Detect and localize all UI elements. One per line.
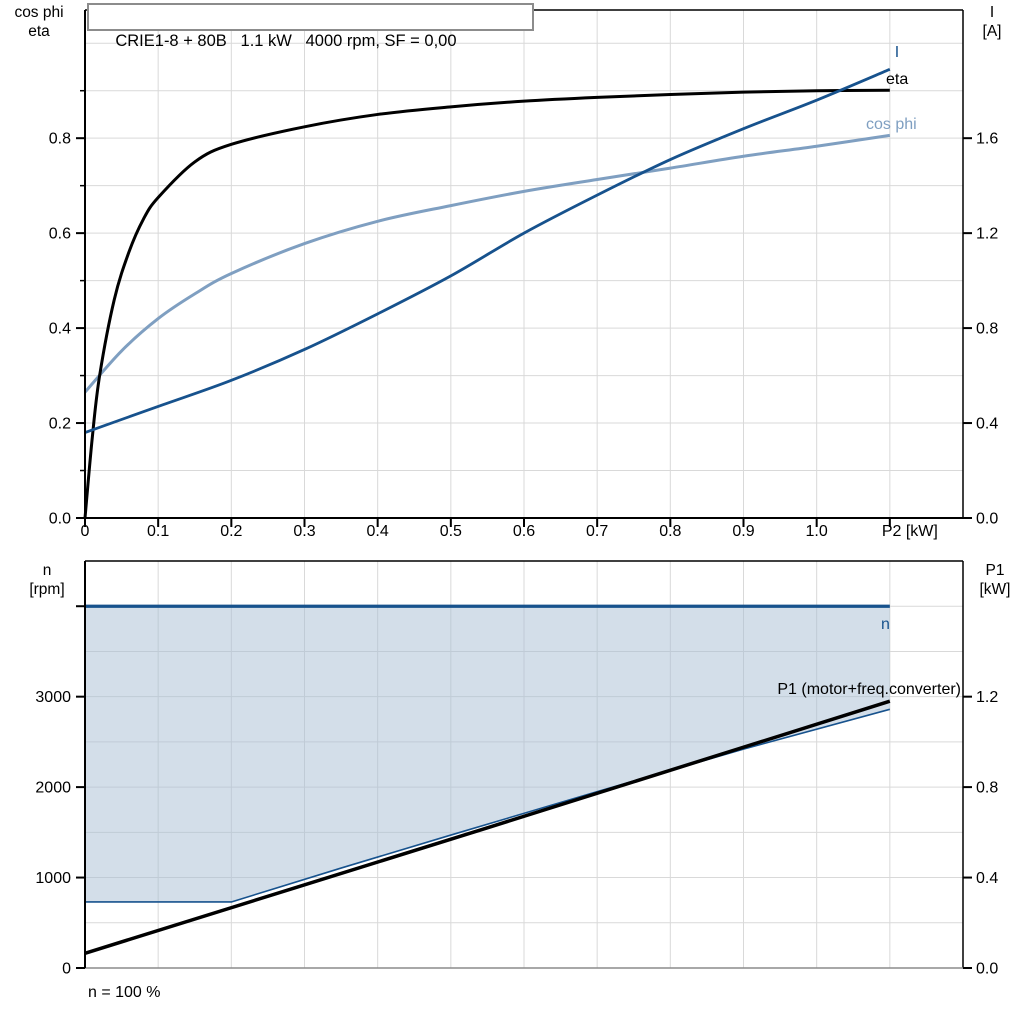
y-right-tick-label: 1.6 (976, 131, 998, 148)
y-right-tick-label: 0.4 (976, 870, 998, 887)
series-p1-label: P1 (motor+freq.converter) (777, 681, 961, 698)
axis-title-p1: P1 (985, 562, 1005, 579)
y-left-tick-label: 0.4 (49, 321, 71, 338)
x-axis-tick-label: 0.4 (367, 523, 389, 540)
y-left-tick-label: 1000 (35, 870, 71, 887)
y-right-tick-label: 0.0 (976, 961, 998, 978)
bottom-left-axis-title: n [rpm] (12, 561, 82, 599)
x-axis-tick-label: 0.8 (659, 523, 681, 540)
top-right-axis-title: I [A] (964, 3, 1020, 41)
series-eta-label: eta (886, 71, 908, 88)
power-chart: 0 0.1 0.2 0.3 0.4 0.5 0.6 0.7 0.8 0.9 1.0 P2 [kW] 0.… (49, 9, 998, 540)
series-n-min-curve (85, 708, 891, 903)
y-right-tick-label: 0.4 (976, 416, 998, 433)
y-left-tick-label: 3000 (35, 689, 71, 706)
axis-title-p1-unit: [kW] (979, 581, 1011, 598)
y-left-tick-label: 2000 (35, 780, 71, 797)
x-axis-tick-label: 0.6 (513, 523, 535, 540)
series-cos-phi-label: cos phi (866, 116, 917, 133)
series-cos-phi-curve (83, 133, 891, 394)
y-left-tick-label: 0.2 (49, 416, 71, 433)
speed-footnote: n = 100 % (88, 984, 161, 1001)
y-right-tick-label: 0.8 (976, 321, 998, 338)
series-current-curve (84, 68, 891, 434)
chart-title: CRIE1-8 + 80B 1.1 kW 4000 rpm, SF = 0,00 (115, 32, 457, 50)
speed-chart: 0 1000 2000 3000 0.0 0.4 0.8 1.2 n P1 (motor+freq… (35, 560, 998, 978)
x-axis-tick-label: 0.3 (293, 523, 315, 540)
bottom-right-axis-title: P1 [kW] (966, 561, 1024, 599)
axis-title-current: I (989, 4, 995, 21)
x-axis-tick-label: 0.9 (732, 523, 754, 540)
x-axis-tick-label: 0.7 (586, 523, 608, 540)
speed-range-band (85, 606, 890, 902)
series-p1-curve (84, 699, 891, 955)
x-axis-tick-label: 0 (81, 523, 90, 540)
y-right-tick-label: 1.2 (976, 226, 998, 243)
series-n-max-label: n (881, 616, 890, 633)
y-left-tick-label: 0.8 (49, 131, 71, 148)
y-left-tick-label: 0.6 (49, 226, 71, 243)
axis-title-speed-unit: [rpm] (29, 581, 65, 598)
x-axis-tick-label: 1.0 (806, 523, 828, 540)
axis-title-current-unit: [A] (982, 23, 1002, 40)
x-axis-tick-label: 0.2 (220, 523, 242, 540)
axis-title-eta: eta (28, 23, 50, 40)
x-axis-tick-label: 0.5 (440, 523, 462, 540)
y-left-tick-label: 0 (62, 961, 71, 978)
series-current-label: I (895, 44, 899, 61)
axis-title-speed: n (42, 562, 52, 579)
y-right-tick-label: 0.0 (976, 511, 998, 528)
y-left-tick-label: 0.0 (49, 511, 71, 528)
x-axis-tick-label: 0.1 (147, 523, 169, 540)
x-axis-unit-label: P2 [kW] (882, 523, 938, 540)
power-chart-grid (85, 10, 963, 518)
series-eta-curve (83, 88, 890, 519)
y-right-tick-label: 0.8 (976, 780, 998, 797)
axis-title-cos-phi: cos phi (14, 4, 64, 21)
y-right-tick-label: 1.2 (976, 689, 998, 706)
top-left-axis-title: cos phi eta (4, 3, 74, 41)
chart-title-box: CRIE1-8 + 80B 1.1 kW 4000 rpm, SF = 0,00 (87, 3, 534, 50)
